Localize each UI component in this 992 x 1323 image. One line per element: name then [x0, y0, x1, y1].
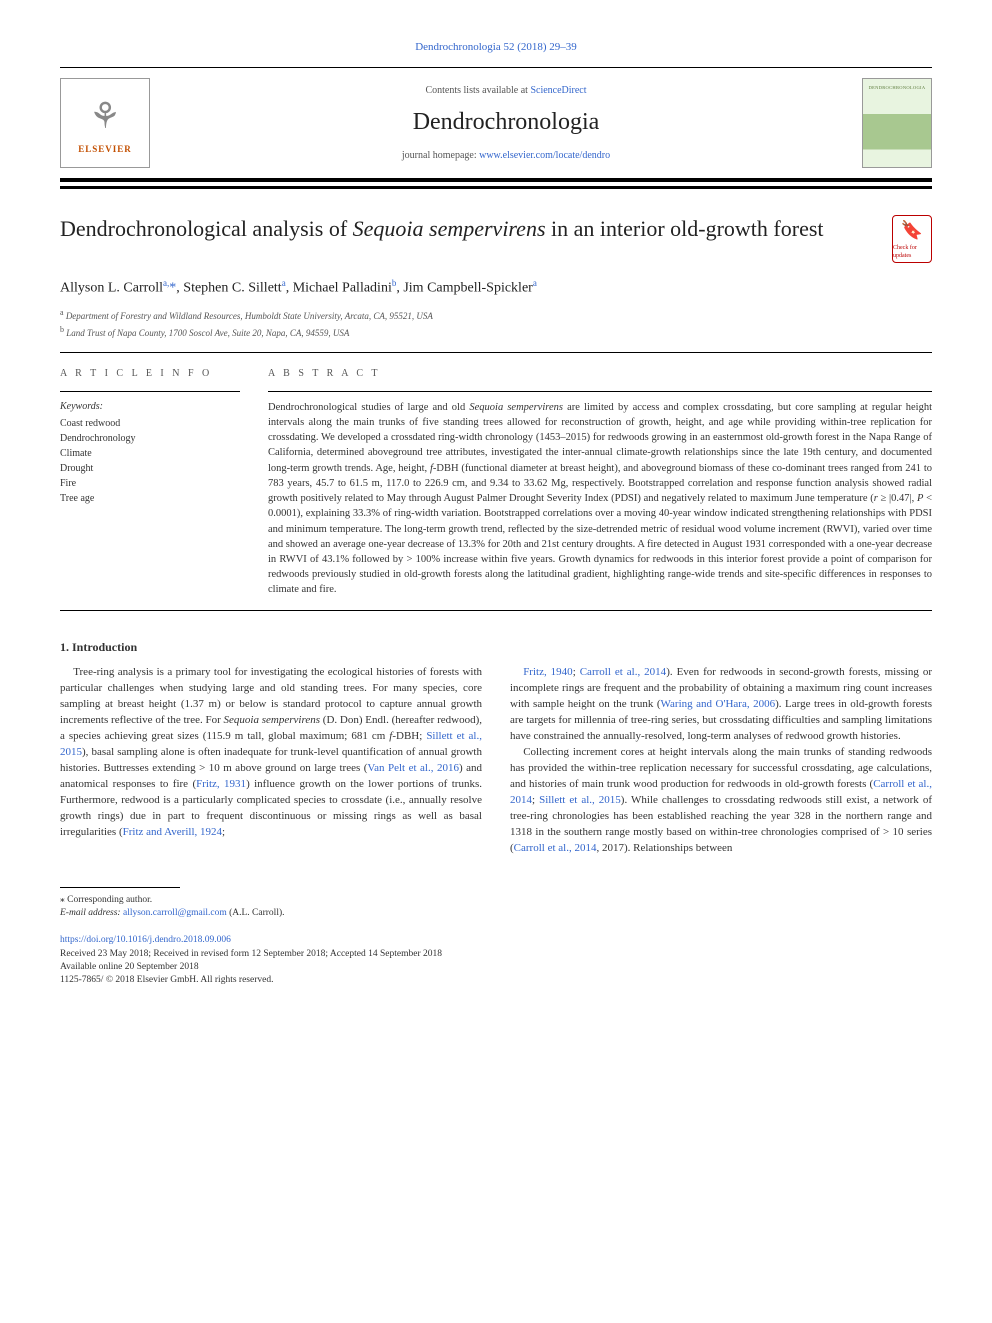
body-paragraph: Collecting increment cores at height int…	[510, 745, 932, 857]
section-heading-intro: 1. Introduction	[60, 639, 932, 656]
homepage-line: journal homepage: www.elsevier.com/locat…	[150, 149, 862, 163]
check-updates-label: Check for updates	[893, 244, 931, 261]
contents-line: Contents lists available at ScienceDirec…	[150, 84, 862, 98]
bookmark-icon: 🔖	[901, 218, 923, 243]
email-label: E-mail address:	[60, 908, 123, 918]
elsevier-tree-icon: ⚘	[89, 91, 121, 141]
doi-block: https://doi.org/10.1016/j.dendro.2018.09…	[60, 934, 932, 987]
body-paragraph: Fritz, 1940; Carroll et al., 2014). Even…	[510, 665, 932, 745]
abstract-text: Dendrochronological studies of large and…	[268, 400, 932, 598]
journal-reference: Dendrochronologia 52 (2018) 29–39	[60, 40, 932, 55]
abstract-column: A B S T R A C T Dendrochronological stud…	[268, 367, 932, 598]
ref-link[interactable]: Carroll et al., 2014	[514, 842, 597, 854]
keyword: Drought	[60, 461, 240, 476]
info-rule	[60, 391, 240, 392]
received-line: Received 23 May 2018; Received in revise…	[60, 948, 932, 961]
elsevier-text: ELSEVIER	[78, 143, 132, 156]
check-updates-badge[interactable]: 🔖 Check for updates	[892, 215, 932, 263]
keyword: Fire	[60, 476, 240, 491]
ref-link[interactable]: Sillett et al., 2015	[539, 794, 621, 806]
doi-link[interactable]: https://doi.org/10.1016/j.dendro.2018.09…	[60, 935, 231, 945]
header-rule	[60, 186, 932, 189]
email-line: E-mail address: allyson.carroll@gmail.co…	[60, 907, 932, 920]
ref-link[interactable]: Sillett et al., 2015	[60, 730, 482, 758]
article-info-column: A R T I C L E I N F O Keywords: Coast re…	[60, 367, 240, 598]
keyword: Coast redwood	[60, 416, 240, 431]
info-abstract-row: A R T I C L E I N F O Keywords: Coast re…	[60, 367, 932, 598]
footnote-rule	[60, 887, 180, 888]
keywords-label: Keywords:	[60, 400, 240, 414]
journal-header: ⚘ ELSEVIER Contents lists available at S…	[60, 67, 932, 182]
title-row: Dendrochronological analysis of Sequoia …	[60, 215, 932, 263]
journal-name: Dendrochronologia	[150, 106, 862, 140]
ref-link[interactable]: Carroll et al., 2014	[580, 666, 666, 678]
ref-link[interactable]: Van Pelt et al., 2016	[367, 762, 459, 774]
keyword: Dendrochronology	[60, 431, 240, 446]
journal-cover-thumbnail	[862, 78, 932, 168]
affiliation: a Department of Forestry and Wildland Re…	[60, 307, 932, 323]
keyword: Tree age	[60, 491, 240, 506]
article-info-heading: A R T I C L E I N F O	[60, 367, 240, 381]
title-species: Sequoia sempervirens	[353, 216, 546, 241]
online-line: Available online 20 September 2018	[60, 961, 932, 974]
affiliation: b Land Trust of Napa County, 1700 Soscol…	[60, 324, 932, 340]
homepage-link[interactable]: www.elsevier.com/locate/dendro	[479, 150, 610, 161]
header-center: Contents lists available at ScienceDirec…	[150, 84, 862, 164]
title-pre: Dendrochronological analysis of	[60, 216, 353, 241]
divider	[60, 610, 932, 611]
body-text: Tree-ring analysis is a primary tool for…	[60, 665, 932, 856]
ref-link[interactable]: Fritz and Averill, 1924	[123, 826, 222, 838]
copyright-line: 1125-7865/ © 2018 Elsevier GmbH. All rig…	[60, 974, 932, 987]
sciencedirect-link[interactable]: ScienceDirect	[530, 85, 586, 96]
contents-prefix: Contents lists available at	[425, 85, 530, 96]
keyword: Climate	[60, 446, 240, 461]
body-paragraph: Tree-ring analysis is a primary tool for…	[60, 665, 482, 840]
abstract-heading: A B S T R A C T	[268, 367, 932, 381]
article-title: Dendrochronological analysis of Sequoia …	[60, 215, 878, 243]
homepage-prefix: journal homepage:	[402, 150, 479, 161]
title-post: in an interior old-growth forest	[546, 216, 824, 241]
ref-link[interactable]: Fritz, 1931	[196, 778, 246, 790]
email-link[interactable]: allyson.carroll@gmail.com	[123, 908, 227, 918]
ref-link[interactable]: Fritz, 1940	[523, 666, 573, 678]
corresponding-author: ⁎ Corresponding author.	[60, 894, 932, 907]
divider	[60, 352, 932, 353]
ref-link[interactable]: Waring and O'Hara, 2006	[661, 698, 776, 710]
author-list: Allyson L. Carrolla,*, Stephen C. Sillet…	[60, 277, 932, 298]
abstract-rule	[268, 391, 932, 392]
email-person: (A.L. Carroll).	[227, 908, 285, 918]
elsevier-logo: ⚘ ELSEVIER	[60, 78, 150, 168]
